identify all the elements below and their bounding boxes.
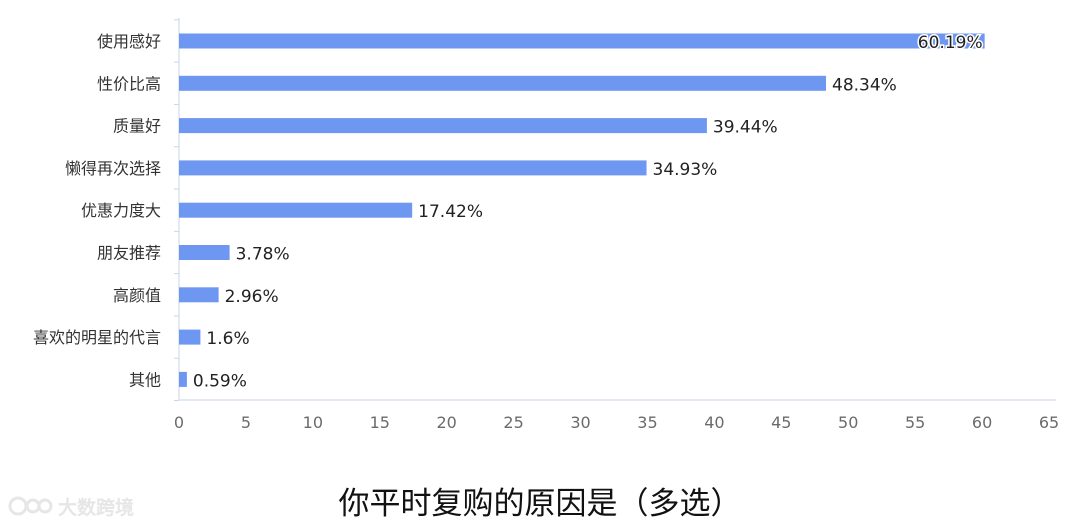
- bar: [179, 287, 219, 303]
- category-label: 其他: [129, 370, 161, 389]
- bar: [179, 118, 707, 134]
- value-label: 39.44%: [713, 118, 778, 138]
- watermark-logo-icon: [8, 496, 53, 516]
- category-label: 高颜值: [113, 286, 161, 305]
- watermark: 大数跨境: [8, 492, 134, 520]
- category-label: 性价比高: [97, 74, 161, 93]
- category-label: 朋友推荐: [97, 244, 161, 263]
- value-label: 17.42%: [418, 202, 483, 222]
- value-label: 48.34%: [832, 75, 897, 95]
- x-tick-label: 35: [637, 413, 657, 432]
- value-label: 0.59%: [193, 371, 247, 391]
- x-tick-label: 65: [1039, 413, 1059, 432]
- category-label: 质量好: [113, 117, 161, 136]
- x-tick-label: 5: [241, 413, 251, 432]
- x-tick-label: 30: [570, 413, 590, 432]
- x-tick-label: 20: [437, 413, 457, 432]
- bar: [179, 245, 230, 260]
- value-label: 60.19%: [918, 33, 983, 53]
- x-tick-label: 25: [503, 413, 523, 432]
- chart-title: 你平时复购的原因是（多选）: [338, 486, 742, 522]
- value-label: 3.78%: [236, 245, 290, 265]
- value-label: 2.96%: [225, 287, 279, 307]
- category-label: 喜欢的明星的代言: [33, 328, 161, 347]
- value-label: 1.6%: [206, 329, 249, 349]
- x-tick-label: 55: [905, 413, 925, 432]
- bar: [179, 75, 827, 91]
- value-label: 34.93%: [653, 160, 718, 180]
- category-label: 优惠力度大: [81, 201, 161, 220]
- bar: [179, 371, 187, 387]
- x-tick-label: 15: [370, 413, 390, 432]
- x-tick-label: 10: [303, 413, 323, 432]
- x-tick-label: 45: [771, 413, 791, 432]
- x-tick-label: 60: [972, 413, 992, 432]
- bar: [179, 329, 201, 345]
- watermark-text: 大数跨境: [58, 496, 135, 519]
- x-tick-label: 0: [174, 413, 184, 432]
- bar: [179, 33, 985, 49]
- x-tick-label: 40: [704, 413, 724, 432]
- x-tick-label: 50: [838, 413, 858, 432]
- category-label: 懒得再次选择: [65, 159, 161, 178]
- bar: [179, 202, 413, 218]
- bar: [179, 160, 647, 176]
- category-label: 使用感好: [97, 32, 161, 51]
